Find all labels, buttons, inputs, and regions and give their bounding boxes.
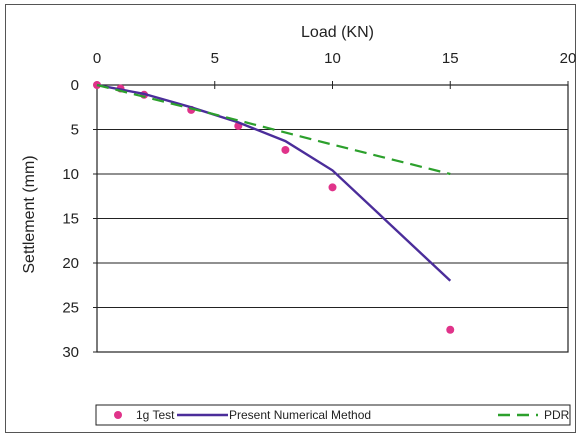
legend-1g-test-marker [114, 411, 122, 419]
x-tick-label-5: 5 [211, 50, 219, 67]
y-tick-label-15: 15 [62, 211, 79, 228]
x-tick-label-20: 20 [560, 50, 577, 67]
x-axis-title: Load (KN) [301, 24, 374, 41]
1g-test-point-6 [328, 183, 337, 192]
legend-pdr-label: PDR [544, 408, 570, 422]
y-tick-label-0: 0 [71, 77, 79, 94]
pdr-line [96, 83, 451, 176]
y-tick-label-10: 10 [62, 166, 79, 183]
y-tick-label-20: 20 [62, 255, 79, 272]
legend-box [95, 404, 571, 426]
x-tick-label-15: 15 [442, 50, 459, 67]
y-axis-title: Settlement (mm) [21, 155, 38, 273]
y-tick-label-25: 25 [62, 300, 79, 317]
present-numerical-method-line [96, 83, 452, 282]
legend: 1g Test Present Numerical Method PDR [95, 404, 571, 426]
x-tick-label-0: 0 [93, 50, 101, 67]
tick-layer: 0 5 10 15 20 0 5 10 15 20 25 30 [62, 50, 576, 361]
legend-1g-test-label: 1g Test [136, 408, 175, 422]
series-layer [93, 81, 455, 334]
1g-test-point-7 [446, 325, 455, 334]
y-tick-label-5: 5 [71, 122, 79, 139]
x-tick-label-10: 10 [324, 50, 341, 67]
y-tick-label-30: 30 [62, 344, 79, 361]
1g-test-point-5 [281, 145, 290, 154]
grid-layer [97, 84, 568, 353]
legend-present-numerical-method-label: Present Numerical Method [229, 408, 371, 422]
